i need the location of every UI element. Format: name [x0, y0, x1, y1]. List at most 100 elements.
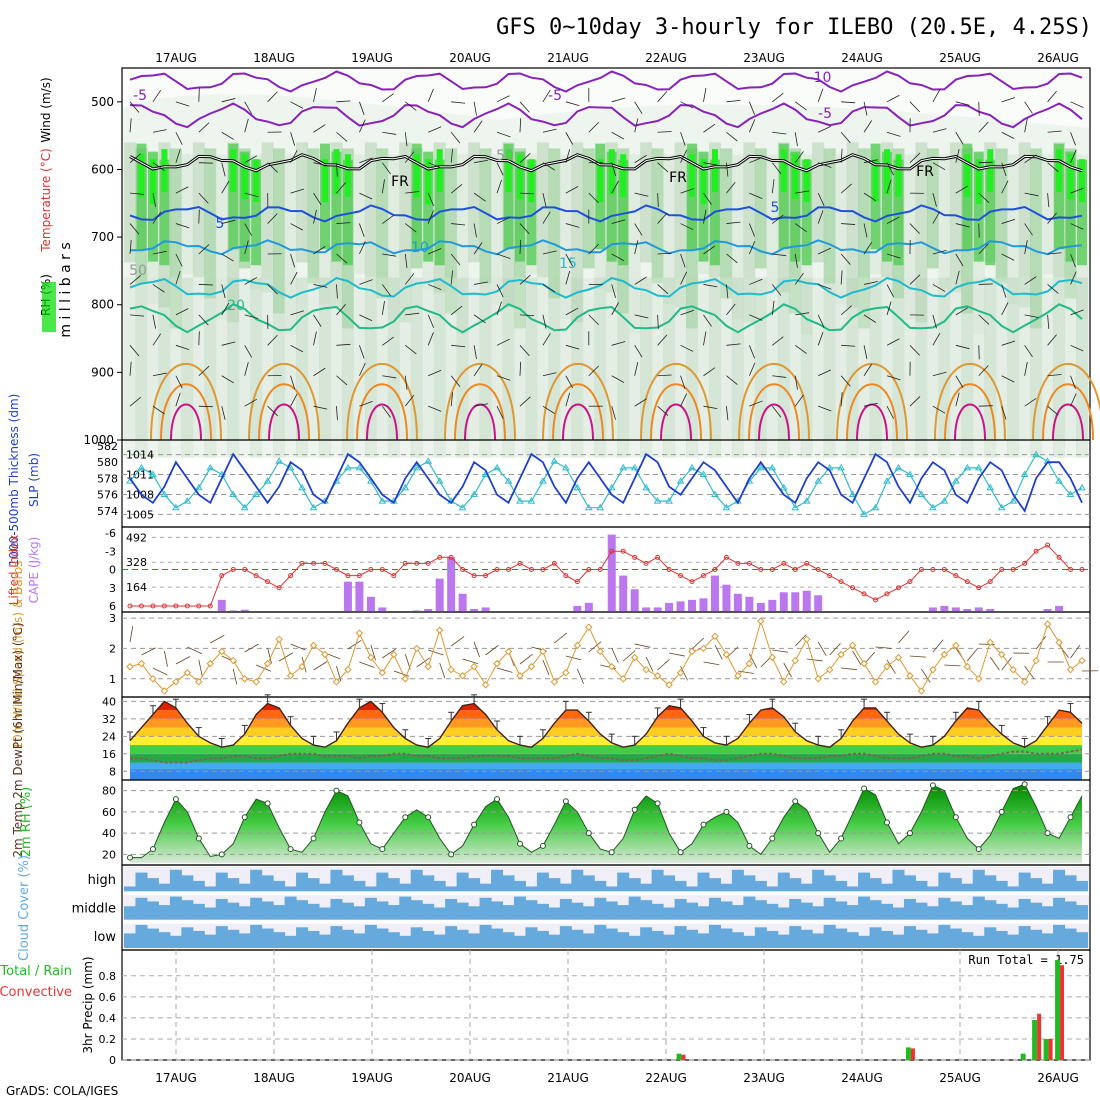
rh-column: [766, 154, 779, 290]
rh-moist-patch: [147, 151, 158, 262]
rh-column: [387, 154, 400, 320]
cloud-bar: [536, 930, 549, 948]
rh-point: [218, 851, 225, 858]
wind-barb: [726, 375, 738, 385]
wind-barb: [795, 101, 807, 111]
wind-barb: [634, 192, 649, 197]
wind-point: [791, 656, 799, 665]
wind-barb: [175, 270, 181, 285]
precip-tick: 0: [109, 1054, 116, 1067]
cloud-bar: [984, 900, 997, 920]
panel-frame: [121, 949, 1091, 1061]
wind-barb: [451, 101, 466, 104]
wind-barb: [382, 215, 394, 224]
wind-barb: [427, 314, 435, 328]
rh-point: [746, 842, 753, 849]
wind-point: [940, 650, 949, 659]
wind-barb: [152, 162, 165, 171]
wind-barb: [565, 149, 571, 163]
rh-point: [769, 835, 776, 842]
rh-low-column: [605, 277, 618, 458]
wind-barb: [749, 278, 763, 285]
cloud-bar: [892, 934, 905, 948]
rh-low-column: [273, 277, 286, 458]
cloud-bar: [881, 930, 894, 948]
wind-barb: [221, 219, 236, 224]
date-label-top: 17AUG: [155, 51, 197, 65]
temp-contour: [129, 303, 1083, 334]
li-point: [1045, 542, 1051, 548]
wind-barb: [198, 244, 210, 255]
wind-barb: [313, 284, 328, 288]
wind-barb: [657, 314, 659, 329]
cape-tick: 492: [126, 531, 147, 544]
wind-barb: [749, 314, 763, 321]
rh-high-patch: [792, 154, 799, 200]
li-point: [219, 573, 225, 579]
wind-barb: [1047, 374, 1062, 377]
wind-barb: [313, 88, 317, 102]
cloud-bar: [972, 896, 985, 920]
wind-barb: [829, 643, 841, 656]
cloud-bar: [456, 902, 469, 920]
rh-column: [1041, 154, 1054, 275]
wind-barb: [772, 336, 784, 346]
wind-barb: [175, 375, 183, 389]
wind-point: [596, 647, 604, 656]
slp-point: [665, 497, 673, 504]
wind-barb: [496, 667, 513, 673]
wind-point: [1009, 665, 1017, 674]
wind-barb: [955, 253, 964, 267]
wind-tick: 2: [109, 642, 116, 655]
precip-total-bar: [1055, 960, 1061, 1060]
cape-label: CAPE (J/kg): [27, 537, 41, 604]
cape-bar: [974, 607, 983, 611]
cloud-bar: [915, 880, 928, 892]
cloud-bar: [1053, 924, 1066, 948]
warm-contour: [150, 363, 222, 441]
wind-barb: [221, 341, 236, 346]
li-point: [689, 579, 695, 585]
rh-point: [861, 785, 868, 792]
wind-barb: [1001, 302, 1009, 316]
cloud-bar: [433, 907, 446, 920]
wind-barb: [267, 334, 278, 346]
cloud-bar: [754, 900, 767, 920]
wind-barb: [588, 243, 599, 255]
rh-low-column: [628, 277, 641, 458]
li-point: [150, 603, 156, 609]
wind-barb: [244, 345, 253, 358]
li-point: [425, 560, 431, 566]
rh-low-column: [1041, 277, 1054, 458]
wind-barb: [313, 162, 328, 166]
wind-barb: [359, 401, 373, 407]
rh-high-patch: [975, 159, 982, 205]
wind-point: [470, 662, 478, 671]
wind-barb: [175, 101, 190, 107]
cloud-bar: [146, 878, 159, 892]
rh-point: [264, 800, 271, 807]
cloud-bar: [743, 875, 756, 892]
warm-contour: [846, 383, 898, 441]
rh-point: [448, 851, 455, 858]
rh-moist-patch: [790, 151, 801, 262]
wind-barb: [565, 101, 580, 107]
cloud-bar: [525, 900, 538, 920]
wind-point: [825, 665, 834, 674]
wind-barb: [336, 131, 348, 142]
wind-barb: [129, 153, 141, 163]
rh-low-column: [972, 277, 985, 458]
wind-barb: [244, 398, 258, 407]
rh-point: [838, 835, 845, 842]
wind-barb: [359, 101, 365, 116]
cloud-bar: [284, 935, 297, 948]
cloud-bar: [766, 886, 779, 892]
wind-point: [504, 647, 513, 656]
wind-barb: [1070, 644, 1081, 659]
cloud-bar: [284, 896, 297, 920]
cloud-bar: [399, 935, 412, 948]
rh-point: [494, 796, 501, 803]
wind-barb: [737, 670, 754, 674]
wind-barb: [611, 406, 616, 420]
li-point: [930, 567, 936, 572]
